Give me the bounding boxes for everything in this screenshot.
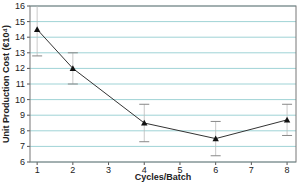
y-axis-title: Unit Production Cost (€10⁴)	[1, 25, 11, 143]
error-cap	[211, 155, 221, 156]
error-cap	[211, 121, 221, 122]
y-tick-label: 13	[15, 48, 25, 58]
x-tick-label: 3	[106, 165, 111, 175]
error-bar	[139, 104, 149, 141]
grid-line	[30, 115, 296, 116]
grid-line	[30, 146, 296, 147]
chart: 67891011121314151612345678Cycles/BatchUn…	[0, 0, 300, 182]
error-cap	[282, 135, 292, 136]
y-tick-label: 9	[20, 110, 25, 120]
error-bar	[282, 104, 292, 135]
error-cap	[139, 104, 149, 105]
x-tick-label: 8	[285, 165, 290, 175]
grid-line	[30, 52, 296, 53]
y-tick-label: 7	[20, 141, 25, 151]
error-cap	[68, 84, 78, 85]
grid-line	[30, 21, 296, 22]
series-line	[37, 29, 287, 138]
grid-line	[30, 99, 296, 100]
grid-line	[30, 84, 296, 85]
error-cap	[32, 55, 42, 56]
x-tick-label: 7	[249, 165, 254, 175]
y-tick-label: 12	[15, 63, 25, 73]
grid-line	[30, 37, 296, 38]
x-tick-label: 2	[70, 165, 75, 175]
data-group	[32, 6, 292, 156]
x-tick-label: 1	[35, 165, 40, 175]
plot-frame	[30, 6, 296, 162]
marker	[212, 135, 218, 141]
error-cap	[282, 104, 292, 105]
grid-line	[30, 68, 296, 69]
error-bar	[211, 121, 221, 155]
error-cap	[139, 141, 149, 142]
y-tick-label: 14	[15, 32, 25, 42]
y-tick-label: 16	[15, 1, 25, 11]
grid-line	[30, 130, 296, 131]
y-tick-label: 6	[20, 157, 25, 167]
error-bar	[32, 6, 42, 56]
y-tick-label: 15	[15, 17, 25, 27]
y-tick-label: 10	[15, 95, 25, 105]
x-axis-title: Cycles/Batch	[135, 172, 192, 182]
error-bar	[68, 53, 78, 84]
marker	[284, 117, 290, 123]
y-tick-label: 8	[20, 126, 25, 136]
marker	[70, 65, 76, 71]
marker	[34, 26, 40, 32]
marker	[141, 120, 147, 126]
error-cap	[68, 52, 78, 53]
y-tick-label: 11	[16, 79, 25, 89]
x-tick-label: 6	[213, 165, 218, 175]
